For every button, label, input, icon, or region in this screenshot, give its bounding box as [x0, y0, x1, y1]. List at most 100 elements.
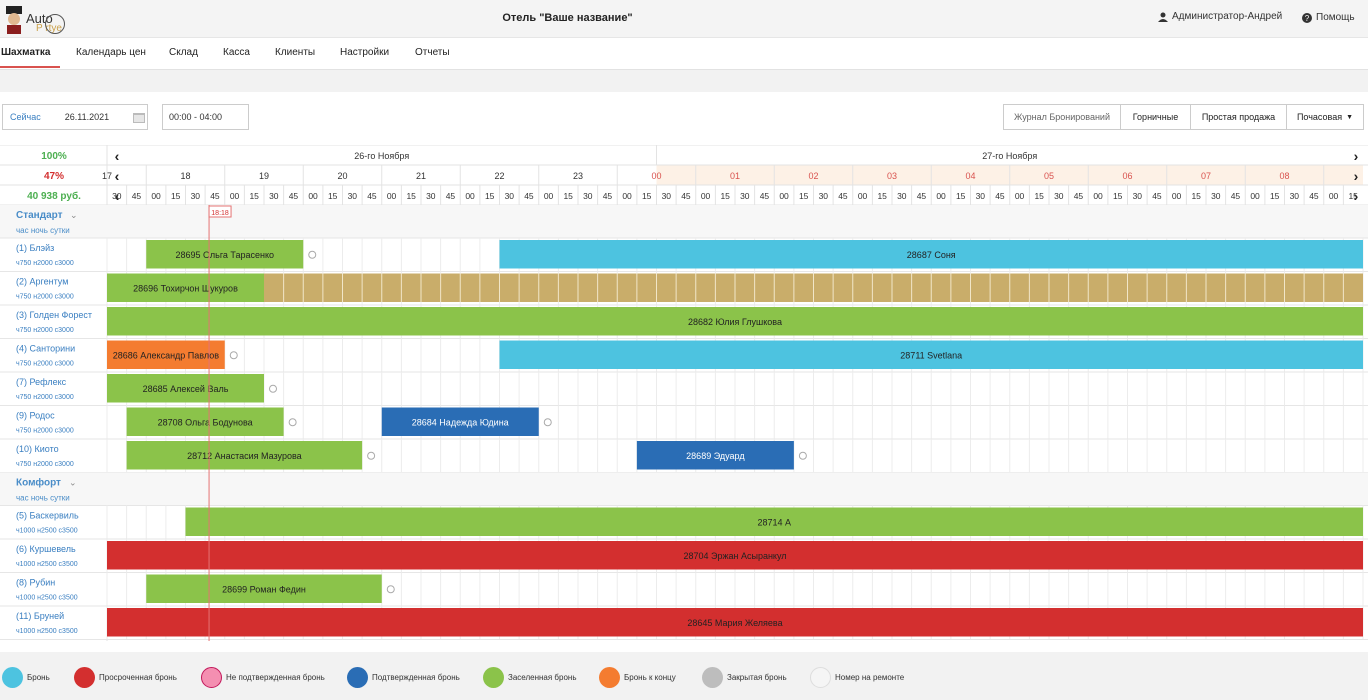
room-name[interactable]: (4) Санторини: [16, 344, 75, 354]
hour-label: 04: [965, 171, 975, 181]
user-menu[interactable]: Администратор-Андрей: [1158, 11, 1282, 22]
room-name[interactable]: (11) Бруней: [16, 611, 64, 621]
tab-clients[interactable]: Клиенты: [275, 47, 316, 58]
minute-label: 30: [426, 191, 436, 201]
booking-label[interactable]: 28645 Мария Желяева: [687, 618, 782, 628]
room-name[interactable]: (10) Киото: [16, 444, 59, 454]
legend-item: Номер на ремонте: [810, 667, 904, 688]
minute-label: 15: [171, 191, 181, 201]
chevron-down-icon[interactable]: ⌄: [69, 478, 77, 488]
tab-reports[interactable]: Отчеты: [415, 47, 450, 58]
prev-arrow-icon[interactable]: ‹: [115, 148, 120, 164]
tab-price-calendar[interactable]: Календарь цен: [76, 47, 146, 58]
chevron-down-icon[interactable]: ⌄: [70, 210, 78, 220]
booking-end-marker[interactable]: [798, 451, 807, 460]
booking-bar[interactable]: [107, 307, 1363, 336]
booking-bar[interactable]: [107, 340, 225, 370]
booking-label[interactable]: 28687 Соня: [907, 250, 956, 260]
minute-label: 30: [819, 191, 829, 201]
booking-label[interactable]: 28714 А: [757, 517, 791, 527]
booking-bar[interactable]: [126, 441, 363, 470]
booking-bar[interactable]: [146, 574, 382, 604]
booking-bar[interactable]: [381, 407, 539, 437]
legend-label: Бронь к концу: [624, 673, 676, 682]
booking-end-marker[interactable]: [288, 418, 297, 427]
booking-bar[interactable]: [107, 608, 1363, 637]
minute-label: 15: [1270, 191, 1280, 201]
booking-bar[interactable]: [146, 240, 304, 269]
booking-bar[interactable]: [107, 273, 264, 303]
simple-sale-button[interactable]: Простая продажа: [1190, 104, 1287, 130]
room-name[interactable]: (5) Баскервиль: [16, 511, 79, 521]
room-name[interactable]: (8) Рубин: [16, 578, 55, 588]
booking-bar[interactable]: [185, 507, 1364, 537]
room-name[interactable]: (2) Аргентум: [16, 277, 68, 287]
booking-bar[interactable]: [499, 240, 1364, 269]
user-name: Администратор-Андрей: [1172, 11, 1283, 22]
next-arrow-icon[interactable]: ›: [1354, 188, 1359, 204]
help-link[interactable]: ? Помощь: [1302, 12, 1355, 23]
booking-journal-button[interactable]: Журнал Бронирований: [1003, 104, 1121, 130]
booking-label[interactable]: 28711 Svetlana: [900, 350, 962, 360]
booking-end-marker[interactable]: [386, 585, 395, 594]
booking-end-marker[interactable]: [308, 250, 317, 259]
booking-bar[interactable]: [636, 441, 794, 470]
legend: Бронь Просроченная бронь Не подтвержденная…: [0, 652, 1368, 700]
legend-dot: [201, 667, 222, 688]
minute-label: 00: [622, 191, 632, 201]
booking-end-marker[interactable]: [229, 351, 238, 360]
booking-label[interactable]: 28704 Эржан Асыранкул: [683, 551, 786, 561]
hourly-dropdown[interactable]: Почасовая ▼: [1286, 104, 1364, 130]
booking-label[interactable]: 28708 Ольга Бодунова: [158, 417, 253, 427]
tab-settings[interactable]: Настройки: [340, 47, 390, 58]
prev-arrow-icon[interactable]: ‹: [115, 168, 120, 184]
room-name[interactable]: (1) Блэйз: [16, 243, 54, 253]
minute-label: 30: [1054, 191, 1064, 201]
booking-end-marker[interactable]: [367, 451, 376, 460]
date-picker[interactable]: Сейчас 26.11.2021: [2, 104, 148, 130]
booking-label[interactable]: 28686 Александр Павлов: [113, 350, 219, 360]
booking-label[interactable]: 28712 Анастасия Мазурова: [187, 451, 302, 461]
booking-label[interactable]: 28699 Роман Федин: [222, 584, 306, 594]
booking-label[interactable]: 28696 Тохирчон Шукуров: [133, 283, 238, 293]
category-name[interactable]: Стандарт: [16, 210, 63, 221]
maids-button[interactable]: Горничные: [1120, 104, 1191, 130]
booking-label[interactable]: 28682 Юлия Глушкова: [688, 317, 782, 327]
room-price: ч750 н2000 с3000: [16, 428, 74, 435]
time-range-input[interactable]: 00:00 - 04:00: [162, 104, 249, 130]
booking-bar[interactable]: [126, 407, 284, 437]
category-band: [0, 205, 1368, 238]
booking-label[interactable]: 28695 Ольга Тарасенко: [175, 250, 274, 260]
room-name[interactable]: (7) Рефлекс: [16, 377, 67, 387]
next-arrow-icon[interactable]: ›: [1354, 148, 1359, 164]
booking-end-marker[interactable]: [543, 418, 552, 427]
room-name[interactable]: (9) Родос: [16, 411, 55, 421]
category-name[interactable]: Комфорт: [16, 477, 61, 489]
tab-chess[interactable]: Шахматка: [1, 47, 51, 58]
room-name[interactable]: (3) Голден Форест: [16, 310, 92, 320]
minute-label: 00: [544, 191, 554, 201]
calendar-icon[interactable]: [133, 112, 146, 123]
minute-label: 00: [858, 191, 868, 201]
booking-label[interactable]: 28684 Надежда Юдина: [412, 417, 509, 427]
minute-label: 45: [446, 191, 456, 201]
booking-label[interactable]: 28689 Эдуард: [686, 451, 745, 461]
legend-label: Заселенная бронь: [508, 673, 577, 682]
booking-end-marker[interactable]: [269, 384, 277, 393]
prev-arrow-icon[interactable]: ‹: [115, 188, 120, 204]
booking-bar[interactable]: [107, 541, 1363, 570]
booking-bar[interactable]: [107, 374, 264, 403]
minute-label: 45: [838, 191, 848, 201]
minute-label: 45: [995, 191, 1005, 201]
booking-bar[interactable]: [499, 340, 1364, 370]
minute-label: 30: [1133, 191, 1143, 201]
room-name[interactable]: (6) Куршевель: [16, 544, 76, 554]
next-arrow-icon[interactable]: ›: [1354, 168, 1359, 184]
tab-cashbox[interactable]: Касса: [223, 47, 250, 58]
hour-label: 07: [1201, 171, 1211, 181]
booking-label[interactable]: 28685 Алексей Валь: [143, 384, 229, 394]
hour-label: 03: [887, 171, 897, 181]
logo[interactable]: Auto P rtye: [2, 2, 92, 36]
tab-warehouse[interactable]: Склад: [169, 47, 198, 58]
